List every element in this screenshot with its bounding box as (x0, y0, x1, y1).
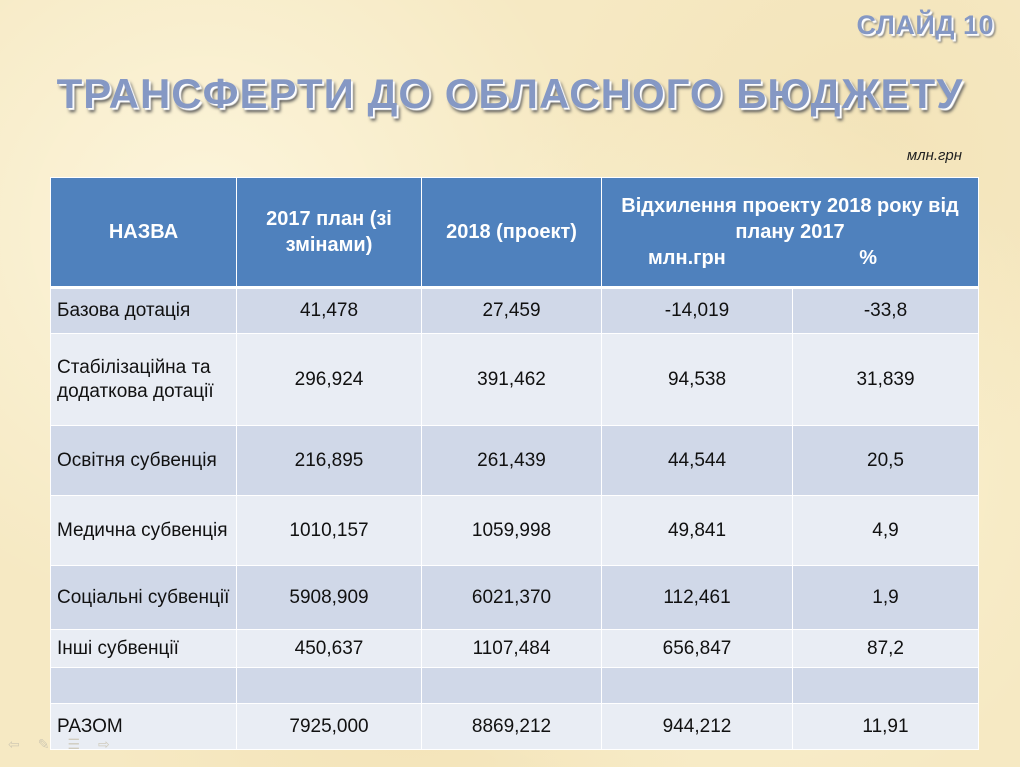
cell-plan-2017: 450,637 (236, 629, 422, 668)
cell-deviation-abs: -14,019 (601, 287, 793, 334)
cell-project-2018: 1107,484 (421, 629, 602, 668)
transfers-table: НАЗВА 2017 план (зі змінами) 2018 (проек… (50, 177, 979, 750)
slide-number: СЛАЙД 10 (856, 10, 994, 40)
cell-deviation-pct: 31,839 (792, 333, 979, 426)
table-row: Стабілізаційна та додаткова дотації 296,9… (50, 333, 979, 426)
cell-name: Освітня субвенція (50, 425, 237, 496)
cell-name: Базова дотація (50, 287, 237, 334)
cell-name: РАЗОМ (50, 703, 237, 750)
cell-deviation-abs: 49,841 (601, 495, 793, 566)
table-row: Медична субвенція 1010,157 1059,998 49,841 4… (50, 495, 979, 566)
table-row: Соціальні субвенції 5908,909 6021,370 112,4… (50, 565, 979, 630)
header-project-2018: 2018 (проект) (421, 177, 602, 289)
table-row: Базова дотація 41,478 27,459 -14,019 -33,8 (50, 287, 979, 334)
table-header-row: НАЗВА 2017 план (зі змінами) 2018 (проек… (50, 177, 979, 289)
page-title: ТРАНСФЕРТИ ДО ОБЛАСНОГО БЮДЖЕТУ (56, 70, 964, 117)
cell-deviation-abs: 944,212 (601, 703, 793, 750)
slide-navigation: ⇦ ✎ ☰ ⇨ (8, 736, 110, 753)
cell-plan-2017: 5908,909 (236, 565, 422, 630)
table-row: Освітня субвенція 216,895 261,439 44,544 20,… (50, 425, 979, 496)
arrow-left-icon[interactable]: ⇦ (8, 736, 20, 752)
cell-name: Медична субвенція (50, 495, 237, 566)
cell-deviation-pct: 1,9 (792, 565, 979, 630)
cell-deviation-abs: 44,544 (601, 425, 793, 496)
header-deviation-abs: млн.грн (648, 247, 726, 269)
cell-deviation-abs (601, 667, 793, 704)
cell-plan-2017: 41,478 (236, 287, 422, 334)
header-deviation: Відхилення проекту 2018 року від плану 2… (601, 177, 979, 289)
cell-deviation-abs: 656,847 (601, 629, 793, 668)
table-row: Інші субвенції 450,637 1107,484 656,847 87,2 (50, 629, 979, 668)
cell-project-2018: 8869,212 (421, 703, 602, 750)
cell-name: Стабілізаційна та додаткова дотації (50, 333, 237, 426)
cell-deviation-abs: 112,461 (601, 565, 793, 630)
header-name: НАЗВА (50, 177, 237, 289)
cell-project-2018 (421, 667, 602, 704)
header-deviation-pct: % (859, 247, 877, 269)
table-row (50, 667, 979, 704)
cell-deviation-pct: -33,8 (792, 287, 979, 334)
cell-deviation-pct: 11,91 (792, 703, 979, 750)
cell-name (50, 667, 237, 704)
cell-name: Інші субвенції (50, 629, 237, 668)
cell-deviation-pct: 87,2 (792, 629, 979, 668)
cell-project-2018: 27,459 (421, 287, 602, 334)
cell-deviation-abs: 94,538 (601, 333, 793, 426)
header-plan-2017: 2017 план (зі змінами) (236, 177, 422, 289)
cell-plan-2017 (236, 667, 422, 704)
unit-label: млн.грн (906, 147, 962, 164)
cell-project-2018: 1059,998 (421, 495, 602, 566)
header-deviation-title: Відхилення проекту 2018 року від плану 2… (621, 195, 959, 243)
cell-deviation-pct: 20,5 (792, 425, 979, 496)
cell-plan-2017: 7925,000 (236, 703, 422, 750)
cell-project-2018: 261,439 (421, 425, 602, 496)
cell-plan-2017: 1010,157 (236, 495, 422, 566)
arrow-right-icon[interactable]: ⇨ (98, 736, 110, 752)
cell-project-2018: 391,462 (421, 333, 602, 426)
cell-plan-2017: 216,895 (236, 425, 422, 496)
cell-plan-2017: 296,924 (236, 333, 422, 426)
menu-icon[interactable]: ☰ (67, 736, 81, 752)
cell-name: Соціальні субвенції (50, 565, 237, 630)
pen-icon[interactable]: ✎ (37, 736, 50, 752)
cell-deviation-pct (792, 667, 979, 704)
table-row: РАЗОМ 7925,000 8869,212 944,212 11,91 (50, 703, 979, 750)
cell-deviation-pct: 4,9 (792, 495, 979, 566)
cell-project-2018: 6021,370 (421, 565, 602, 630)
